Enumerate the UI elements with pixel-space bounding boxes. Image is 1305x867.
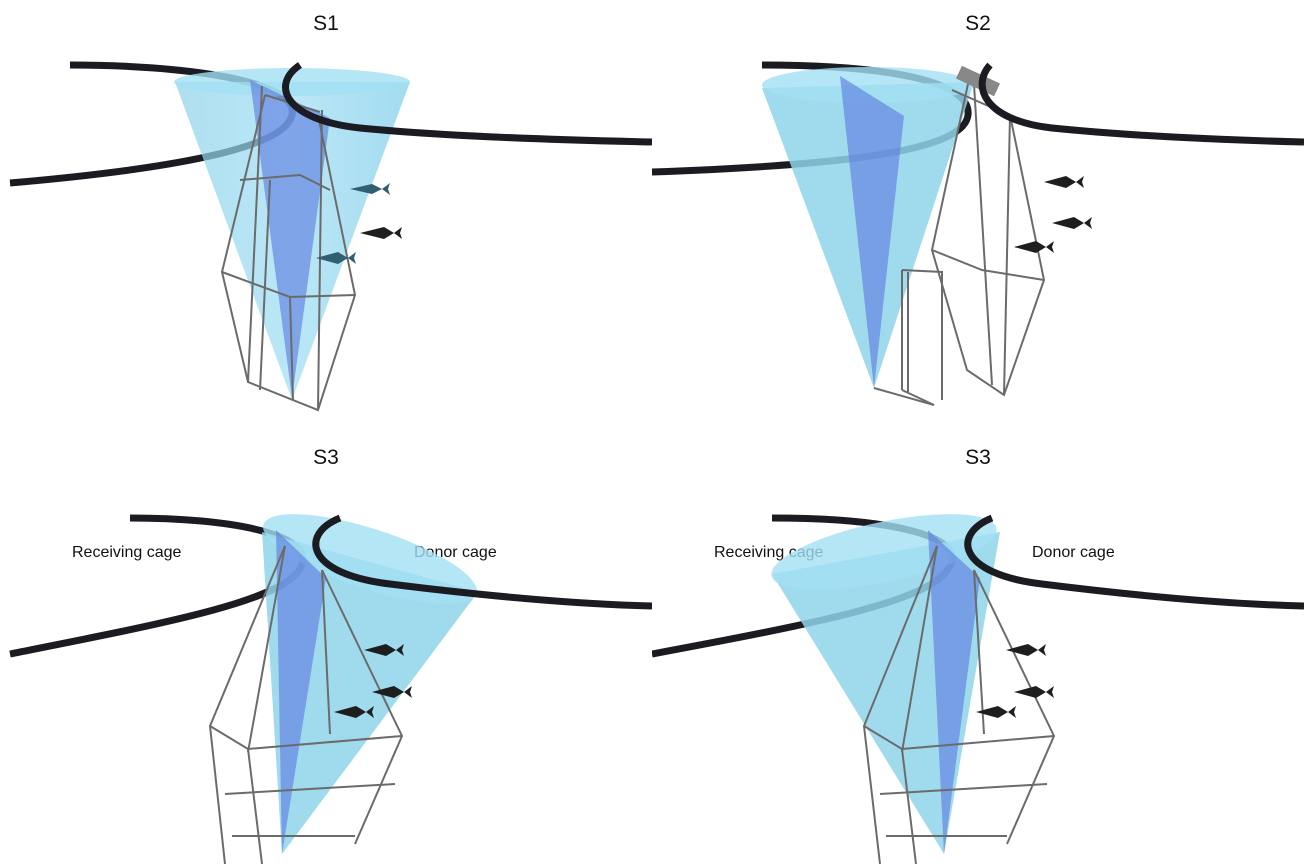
panel-title: S3 [313, 446, 339, 469]
fish [1006, 644, 1046, 656]
fish [1052, 217, 1092, 229]
panel-s2: S2 [652, 0, 1304, 433]
panel-s1: S1 [0, 0, 652, 433]
scene-s3-right [652, 514, 1304, 865]
cage-connector [956, 65, 1000, 97]
fish [334, 706, 374, 718]
scene-s2 [652, 61, 1304, 406]
fish-group [976, 644, 1054, 718]
net-frame [930, 83, 1046, 397]
net-frame [208, 545, 404, 865]
panel-title: S3 [965, 446, 991, 469]
fish [1014, 686, 1054, 698]
donor-cage-ring [312, 514, 652, 610]
fish [976, 706, 1016, 718]
net-frame [220, 85, 357, 412]
fish [360, 227, 402, 239]
panel-s3-left: S3 Receiving cage Donor cage [0, 434, 652, 867]
receiving-net-frame [873, 269, 943, 406]
sonar-beam-plane [276, 530, 326, 854]
fish-group [316, 183, 402, 264]
donor-cage-label: Donor cage [1032, 544, 1115, 561]
sonar-beam-plane [840, 76, 904, 388]
receiving-cage-ring [9, 514, 307, 658]
donor-cage-ring [964, 514, 1304, 610]
receiving-cage-label: Receiving cage [72, 544, 182, 561]
net-frame [862, 545, 1056, 865]
sonar-beam-plane [928, 530, 980, 854]
fish-group [334, 644, 412, 718]
fish [372, 686, 412, 698]
scene-s1 [9, 61, 652, 412]
fish [364, 644, 404, 656]
sonar-beam-plane [250, 80, 330, 398]
panel-title: S1 [313, 12, 339, 35]
fish [1044, 176, 1084, 188]
donor-cage-ring [978, 62, 1304, 146]
donor-cage-ring [282, 62, 652, 146]
scene-s3-left [9, 514, 652, 865]
fish-group [1014, 176, 1092, 253]
panel-title: S2 [965, 12, 991, 35]
panel-s3-right: S3 Receiving cage Donor cage [652, 434, 1304, 867]
fish [1014, 241, 1054, 253]
fish [350, 183, 390, 195]
fish [316, 252, 356, 264]
